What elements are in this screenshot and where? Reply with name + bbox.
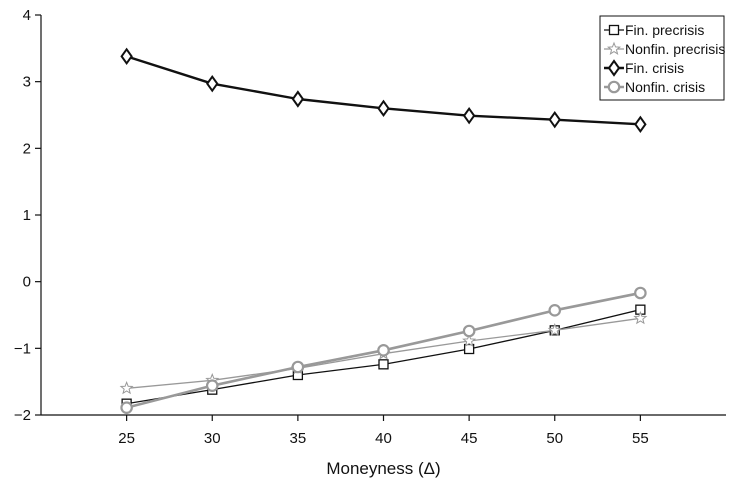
- data-point-nonfin-crisis: [462, 324, 476, 338]
- data-point-nonfin-crisis: [205, 379, 219, 392]
- data-point-fin-crisis: [120, 47, 133, 66]
- data-point-fin-crisis: [206, 74, 219, 93]
- data-point-fin-crisis: [548, 110, 561, 129]
- data-point-fin-precrisis: [463, 343, 475, 355]
- plot-area: [119, 47, 648, 414]
- y-tick-label: 1: [23, 207, 31, 224]
- axes: −2 −1 0 1 2 3 4 25 30 35 40 45 50 55: [14, 7, 726, 447]
- data-point-fin-crisis: [634, 115, 647, 134]
- legend-label-nonfin-crisis: Nonfin. crisis: [625, 79, 705, 95]
- y-tick-label: −1: [14, 340, 31, 357]
- legend-marker-nonfin-precrisis: [606, 41, 622, 55]
- data-point-nonfin-precrisis: [633, 310, 648, 325]
- data-point-nonfin-crisis: [291, 360, 305, 374]
- x-tick-label: 35: [290, 430, 307, 447]
- data-point-nonfin-precrisis: [462, 333, 477, 347]
- y-tick-label: 2: [23, 140, 31, 157]
- y-tick-label: 0: [23, 274, 31, 291]
- y-tick-label: −2: [14, 407, 31, 424]
- data-point-nonfin-crisis: [120, 401, 133, 414]
- data-point-fin-precrisis: [378, 359, 389, 370]
- y-tick-label: 4: [23, 7, 31, 24]
- legend-label-nonfin-precrisis: Nonfin. precrisis: [625, 41, 725, 57]
- data-point-nonfin-crisis: [634, 286, 647, 300]
- x-tick-label: 25: [118, 430, 135, 447]
- data-point-nonfin-crisis: [548, 304, 562, 317]
- x-tick-label: 55: [632, 430, 649, 447]
- data-point-nonfin-precrisis: [547, 322, 562, 337]
- data-point-fin-crisis: [377, 99, 390, 118]
- data-point-fin-crisis: [462, 106, 476, 125]
- legend-marker-nonfin-crisis: [607, 80, 621, 94]
- x-axis-title: Moneyness (Δ): [326, 459, 440, 478]
- x-tick-label: 40: [375, 430, 392, 447]
- legend-label-fin-crisis: Fin. crisis: [625, 60, 684, 76]
- legend-label-fin-precrisis: Fin. precrisis: [625, 22, 704, 38]
- data-point-nonfin-precrisis: [119, 380, 134, 395]
- x-tick-label: 30: [204, 430, 221, 447]
- legend-marker-fin-precrisis: [608, 24, 620, 36]
- series-fin-crisis: [120, 47, 647, 134]
- data-point-nonfin-crisis: [377, 344, 390, 357]
- series-nonfin-crisis: [120, 286, 647, 414]
- y-tick-label: 3: [23, 74, 31, 91]
- x-tick-label: 50: [546, 430, 563, 447]
- data-point-fin-crisis: [291, 90, 305, 108]
- x-tick-label: 45: [461, 430, 478, 447]
- legend-marker-fin-crisis: [607, 59, 621, 77]
- legend: Fin. precrisis Nonfin. precrisis Fin. cris…: [599, 15, 725, 101]
